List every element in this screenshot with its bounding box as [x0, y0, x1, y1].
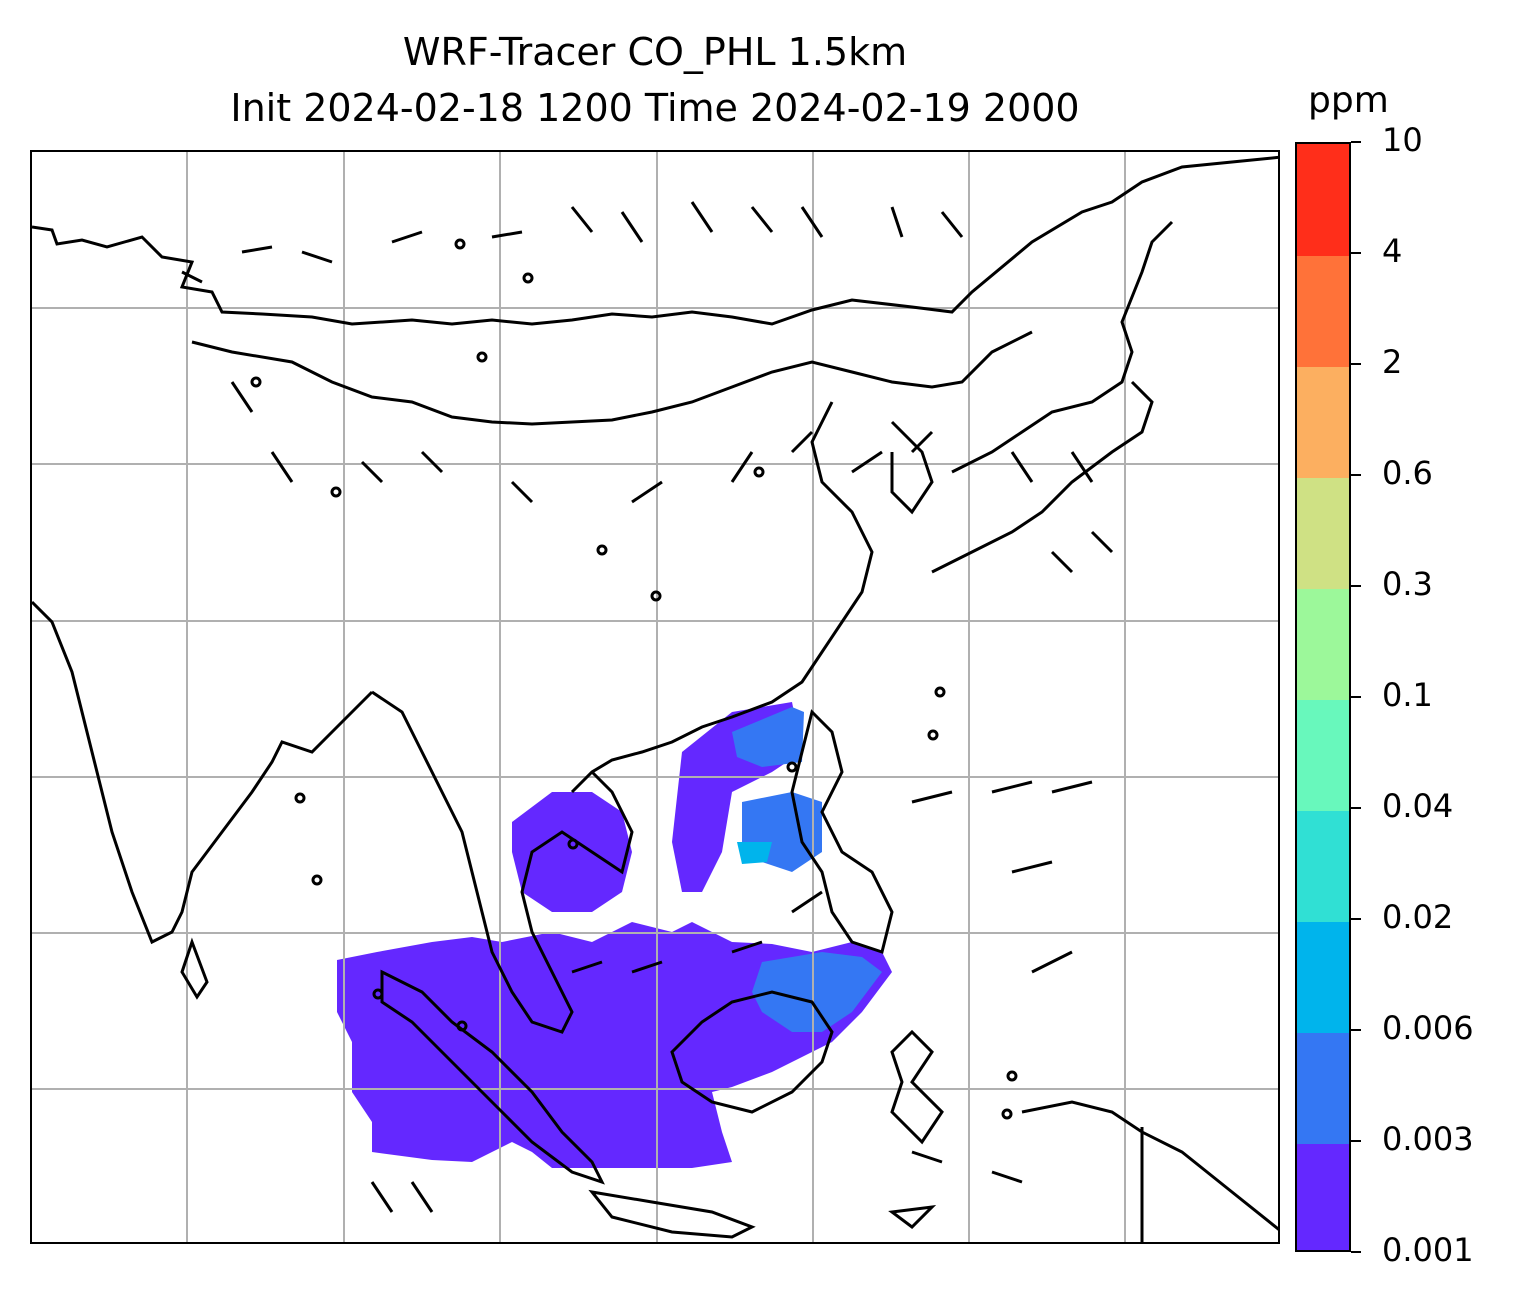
wind-barb	[570, 201, 964, 243]
colorbar-tick	[1351, 474, 1361, 476]
coast-mongolia-border	[191, 330, 1033, 426]
colorbar-segment	[1297, 921, 1349, 1033]
colorbar-tick	[1351, 918, 1361, 920]
calm-marker	[1001, 1108, 1013, 1120]
colorbar-tick-label: 0.04	[1382, 787, 1454, 825]
calm-marker-layer	[250, 238, 1018, 1120]
map-title-line1: WRF-Tracer CO_PHL 1.5km	[402, 30, 908, 74]
coast-srilanka	[180, 937, 209, 1000]
wind-barb	[370, 1150, 1023, 1213]
coastline-layer	[32, 155, 1278, 1242]
colorbar-tick-label: 4	[1382, 232, 1403, 270]
colorbar-tick-label: 0.003	[1382, 1120, 1474, 1158]
calm-marker	[476, 351, 488, 363]
colorbar-tick	[1351, 585, 1361, 587]
wind-barb	[181, 230, 523, 284]
calm-marker	[311, 874, 323, 886]
colorbar-tick	[1351, 1029, 1361, 1031]
calm-marker	[372, 988, 384, 1000]
coast-japan-islands	[931, 380, 1154, 574]
wind-barb	[571, 890, 823, 974]
colorbar-tick-label: 0.3	[1382, 565, 1433, 603]
wind-barb	[230, 381, 534, 504]
colorbar-segment	[1297, 1143, 1349, 1250]
colorbar-segment	[1297, 255, 1349, 367]
coast-china-east	[570, 401, 874, 794]
calm-marker	[650, 590, 662, 602]
calm-marker	[250, 376, 262, 388]
tracer-plume-east-high	[737, 842, 772, 864]
calm-marker	[927, 729, 939, 741]
coast-timor	[888, 1204, 937, 1229]
calm-marker	[567, 838, 579, 850]
wind-barb	[911, 780, 1093, 974]
coast-sumatra	[380, 969, 605, 1185]
colorbar-tick-label: 10	[1382, 121, 1423, 159]
calm-marker	[294, 792, 306, 804]
map-panel	[30, 150, 1280, 1244]
wind-barb	[631, 430, 934, 504]
tracer-plume-layer	[337, 702, 892, 1168]
coast-newguinea	[1021, 1100, 1278, 1242]
coast-korea-japan	[890, 220, 1174, 515]
calm-marker	[786, 761, 798, 773]
calm-marker	[330, 486, 342, 498]
coast-sulawesi	[890, 1029, 944, 1145]
calm-marker	[753, 466, 765, 478]
colorbar-tick-label: 0.006	[1382, 1009, 1474, 1047]
calm-marker	[522, 272, 534, 284]
colorbar-tick-label: 0.6	[1382, 454, 1433, 492]
colorbar	[1295, 142, 1351, 1252]
colorbar-tick	[1351, 696, 1361, 698]
colorbar-segment	[1297, 699, 1349, 811]
tracer-plume-south	[337, 922, 892, 1168]
colorbar-tick-label: 2	[1382, 343, 1403, 381]
tracer-plume-mid	[512, 792, 632, 912]
colorbar-unit-label: ppm	[1308, 80, 1389, 121]
coast-indochina	[371, 690, 634, 1034]
colorbar-tick	[1351, 141, 1361, 143]
coast-philippines	[790, 709, 894, 954]
wind-barb	[1010, 451, 1114, 574]
colorbar-segment	[1297, 477, 1349, 589]
coast-borneo	[670, 990, 834, 1114]
map-gridlines	[32, 152, 1278, 1242]
colorbar-tick	[1351, 252, 1361, 254]
colorbar-segment	[1297, 588, 1349, 700]
colorbar-tick-label: 0.1	[1382, 676, 1433, 714]
map-title-line2: Init 2024-02-18 1200 Time 2024-02-19 200…	[230, 86, 1080, 130]
colorbar-segment	[1297, 144, 1349, 256]
wind-barb-layer	[181, 201, 1114, 1213]
colorbar-segment	[1297, 366, 1349, 478]
map-canvas	[32, 152, 1278, 1242]
calm-marker	[456, 1020, 468, 1032]
colorbar-segment	[1297, 1032, 1349, 1144]
colorbar-tick	[1351, 1251, 1361, 1253]
colorbar-segment	[1297, 810, 1349, 922]
colorbar-tick	[1351, 1140, 1361, 1142]
coast-north-russia	[32, 155, 1278, 326]
tracer-plume-north	[732, 707, 804, 767]
colorbar-tick-label: 0.001	[1382, 1231, 1474, 1269]
coast-java	[588, 1189, 756, 1239]
calm-marker	[596, 544, 608, 556]
colorbar-tick	[1351, 363, 1361, 365]
calm-marker	[454, 238, 466, 250]
calm-marker	[1006, 1070, 1018, 1082]
calm-marker	[934, 686, 946, 698]
coast-india	[32, 600, 374, 945]
colorbar-tick-label: 0.02	[1382, 898, 1454, 936]
colorbar-tick	[1351, 807, 1361, 809]
tracer-plume-core	[752, 952, 882, 1032]
